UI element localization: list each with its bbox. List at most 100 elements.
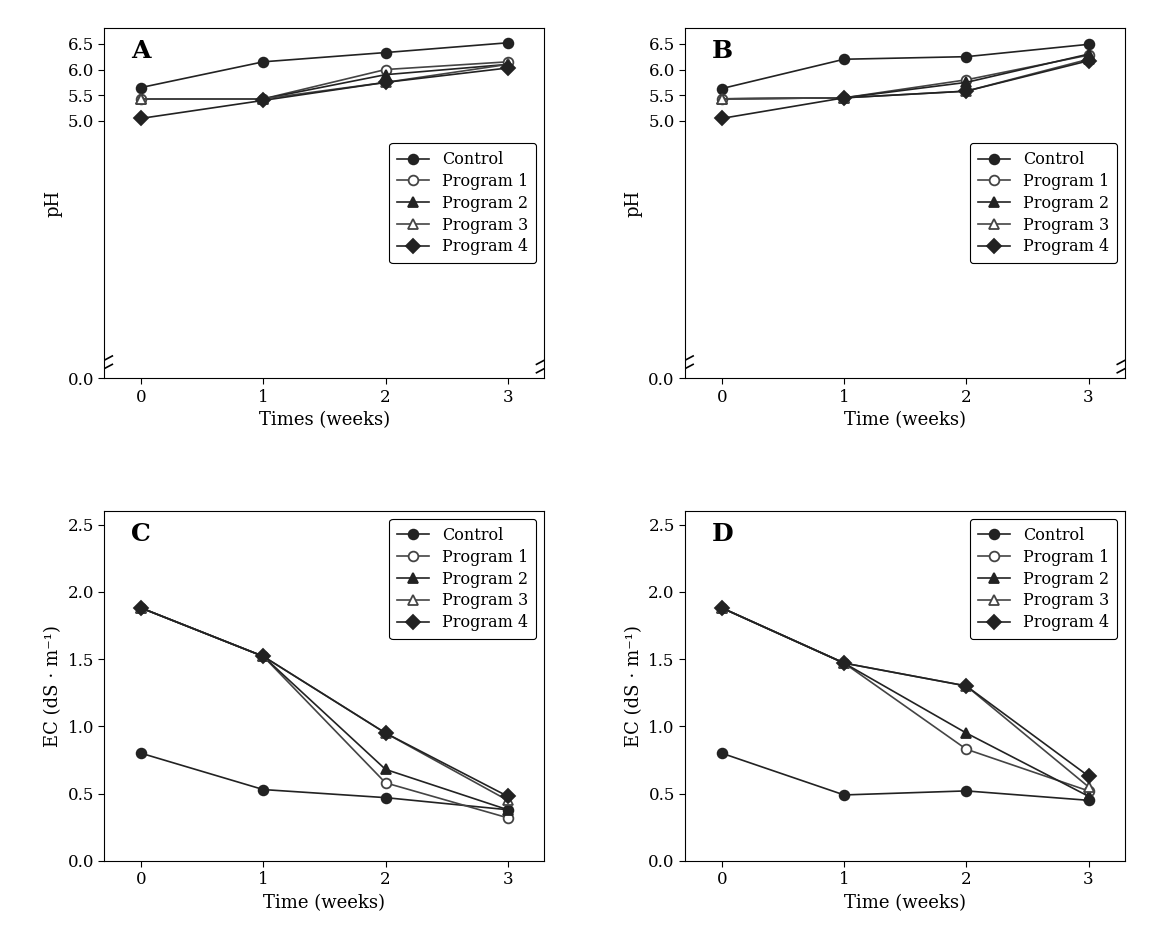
Control: [256, 56, 270, 67]
Legend: Control, Program 1, Program 2, Program 3, Program 4: Control, Program 1, Program 2, Program 3…: [970, 519, 1117, 639]
Legend: Control, Program 1, Program 2, Program 3, Program 4: Control, Program 1, Program 2, Program 3…: [970, 143, 1117, 263]
Program 1: [135, 603, 148, 614]
Control: [135, 82, 148, 94]
Program 3: [378, 77, 392, 88]
Program 2: [501, 804, 515, 815]
Program 4: [501, 62, 515, 74]
Program 4: [378, 77, 392, 88]
Program 2: [256, 651, 270, 662]
Line: Program 2: Program 2: [136, 60, 513, 104]
Control: [715, 747, 728, 759]
Program 2: [959, 727, 973, 739]
Program 2: [135, 603, 148, 614]
Control: [256, 784, 270, 796]
Control: [501, 804, 515, 815]
Program 2: [378, 763, 392, 775]
Line: Program 1: Program 1: [717, 604, 1094, 796]
Program 4: [256, 651, 270, 662]
Legend: Control, Program 1, Program 2, Program 3, Program 4: Control, Program 1, Program 2, Program 3…: [390, 143, 536, 263]
Program 1: [501, 812, 515, 823]
Program 3: [135, 603, 148, 614]
Line: Program 4: Program 4: [717, 604, 1094, 781]
Control: [501, 37, 515, 48]
Program 3: [135, 93, 148, 104]
Program 3: [256, 651, 270, 662]
Program 2: [715, 603, 728, 614]
Line: Program 4: Program 4: [136, 63, 513, 123]
Program 3: [378, 727, 392, 739]
Line: Program 3: Program 3: [136, 604, 513, 805]
Program 1: [838, 657, 851, 669]
Line: Program 2: Program 2: [717, 604, 1094, 801]
Line: Program 1: Program 1: [136, 57, 513, 104]
Text: C: C: [131, 521, 151, 546]
Line: Program 1: Program 1: [717, 50, 1094, 104]
Program 3: [715, 603, 728, 614]
Program 2: [135, 93, 148, 104]
Control: [715, 83, 728, 95]
Program 4: [715, 603, 728, 614]
X-axis label: Time (weeks): Time (weeks): [844, 412, 966, 429]
Program 3: [715, 93, 728, 104]
Program 4: [501, 791, 515, 802]
Program 2: [256, 93, 270, 104]
Control: [135, 747, 148, 759]
Program 3: [501, 59, 515, 70]
Text: B: B: [711, 39, 733, 62]
Line: Program 3: Program 3: [136, 60, 513, 104]
Program 4: [135, 113, 148, 124]
Line: Program 2: Program 2: [717, 49, 1094, 104]
Program 4: [838, 92, 851, 103]
Program 3: [838, 92, 851, 103]
Bar: [104, 129, 544, 376]
X-axis label: Time (weeks): Time (weeks): [844, 894, 966, 912]
Y-axis label: pH: pH: [625, 190, 643, 217]
Y-axis label: pH: pH: [44, 190, 61, 217]
Program 4: [135, 603, 148, 614]
Program 3: [501, 795, 515, 806]
Program 4: [1081, 770, 1095, 781]
Line: Control: Control: [136, 38, 513, 93]
Program 4: [1081, 55, 1095, 66]
Program 3: [959, 85, 973, 96]
Program 2: [838, 657, 851, 669]
Line: Program 3: Program 3: [717, 54, 1094, 104]
Program 2: [715, 93, 728, 104]
Program 3: [256, 93, 270, 104]
Program 1: [378, 63, 392, 75]
Line: Control: Control: [717, 40, 1094, 94]
Program 4: [715, 113, 728, 124]
Program 4: [378, 727, 392, 739]
Text: D: D: [711, 521, 733, 546]
Line: Control: Control: [136, 748, 513, 815]
Line: Program 1: Program 1: [136, 604, 513, 823]
Y-axis label: EC (dS ⋅ m⁻¹): EC (dS ⋅ m⁻¹): [625, 625, 643, 747]
Control: [838, 789, 851, 800]
Y-axis label: EC (dS ⋅ m⁻¹): EC (dS ⋅ m⁻¹): [44, 625, 61, 747]
X-axis label: Times (weeks): Times (weeks): [259, 412, 390, 429]
Bar: [686, 129, 1125, 376]
Program 2: [838, 92, 851, 103]
Control: [378, 47, 392, 59]
Program 1: [715, 93, 728, 104]
Program 4: [838, 657, 851, 669]
Line: Control: Control: [717, 748, 1094, 805]
Program 1: [1081, 785, 1095, 797]
Control: [959, 785, 973, 797]
Line: Program 4: Program 4: [136, 604, 513, 801]
Line: Program 2: Program 2: [136, 604, 513, 815]
Program 4: [959, 680, 973, 692]
Legend: Control, Program 1, Program 2, Program 3, Program 4: Control, Program 1, Program 2, Program 3…: [390, 519, 536, 639]
Program 1: [838, 92, 851, 103]
Text: A: A: [131, 39, 151, 62]
Program 4: [256, 95, 270, 106]
Program 2: [1081, 791, 1095, 802]
Program 4: [959, 85, 973, 96]
Program 1: [1081, 49, 1095, 61]
Program 1: [959, 744, 973, 755]
Program 3: [1081, 781, 1095, 793]
Control: [1081, 39, 1095, 50]
Program 1: [501, 56, 515, 67]
Program 3: [838, 657, 851, 669]
Program 2: [378, 69, 392, 80]
